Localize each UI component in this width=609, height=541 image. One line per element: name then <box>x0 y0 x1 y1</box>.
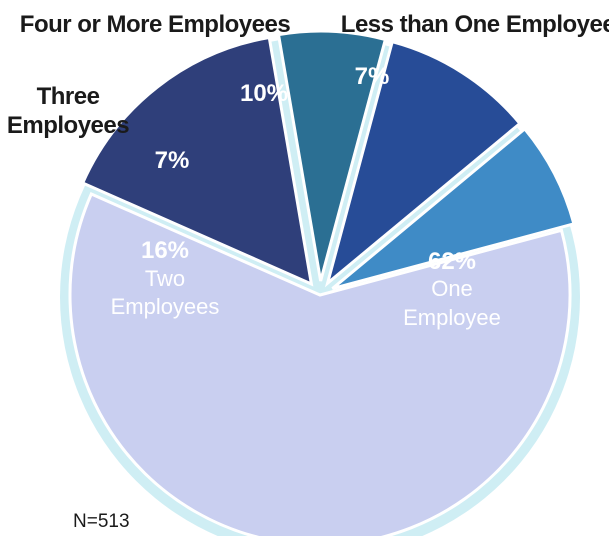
value-label-one: 62% <box>428 248 476 275</box>
pie-slices <box>68 29 576 541</box>
slice-name-two-line1: Two <box>145 266 185 291</box>
value-label-four-or-more: 10% <box>240 80 288 107</box>
label-four-or-more-employees: Four or More Employees <box>20 11 291 38</box>
value-label-three: 7% <box>155 147 190 174</box>
pie-slice-three-employees <box>276 29 388 282</box>
value-label-two: 16% <box>141 237 189 264</box>
slice-name-two-line2: Employees <box>111 294 220 319</box>
pie-slice-four-or-more-employees <box>324 39 522 288</box>
value-label-less-than-one: 7% <box>355 63 390 90</box>
pie-slice-two-employees <box>80 35 314 287</box>
sample-size-note: N=513 <box>73 511 130 532</box>
label-less-than-one-employee: Less than One Employee <box>341 11 609 38</box>
slice-name-one-line2: Employee <box>403 305 501 330</box>
pie-slice-one-employee <box>68 192 572 541</box>
label-three-employees-line2: Employees <box>7 112 129 139</box>
label-three-employees-line1: Three <box>37 83 100 110</box>
pie-slice-less-than-one-employee <box>331 126 576 291</box>
slice-name-one-line1: One <box>431 276 473 301</box>
